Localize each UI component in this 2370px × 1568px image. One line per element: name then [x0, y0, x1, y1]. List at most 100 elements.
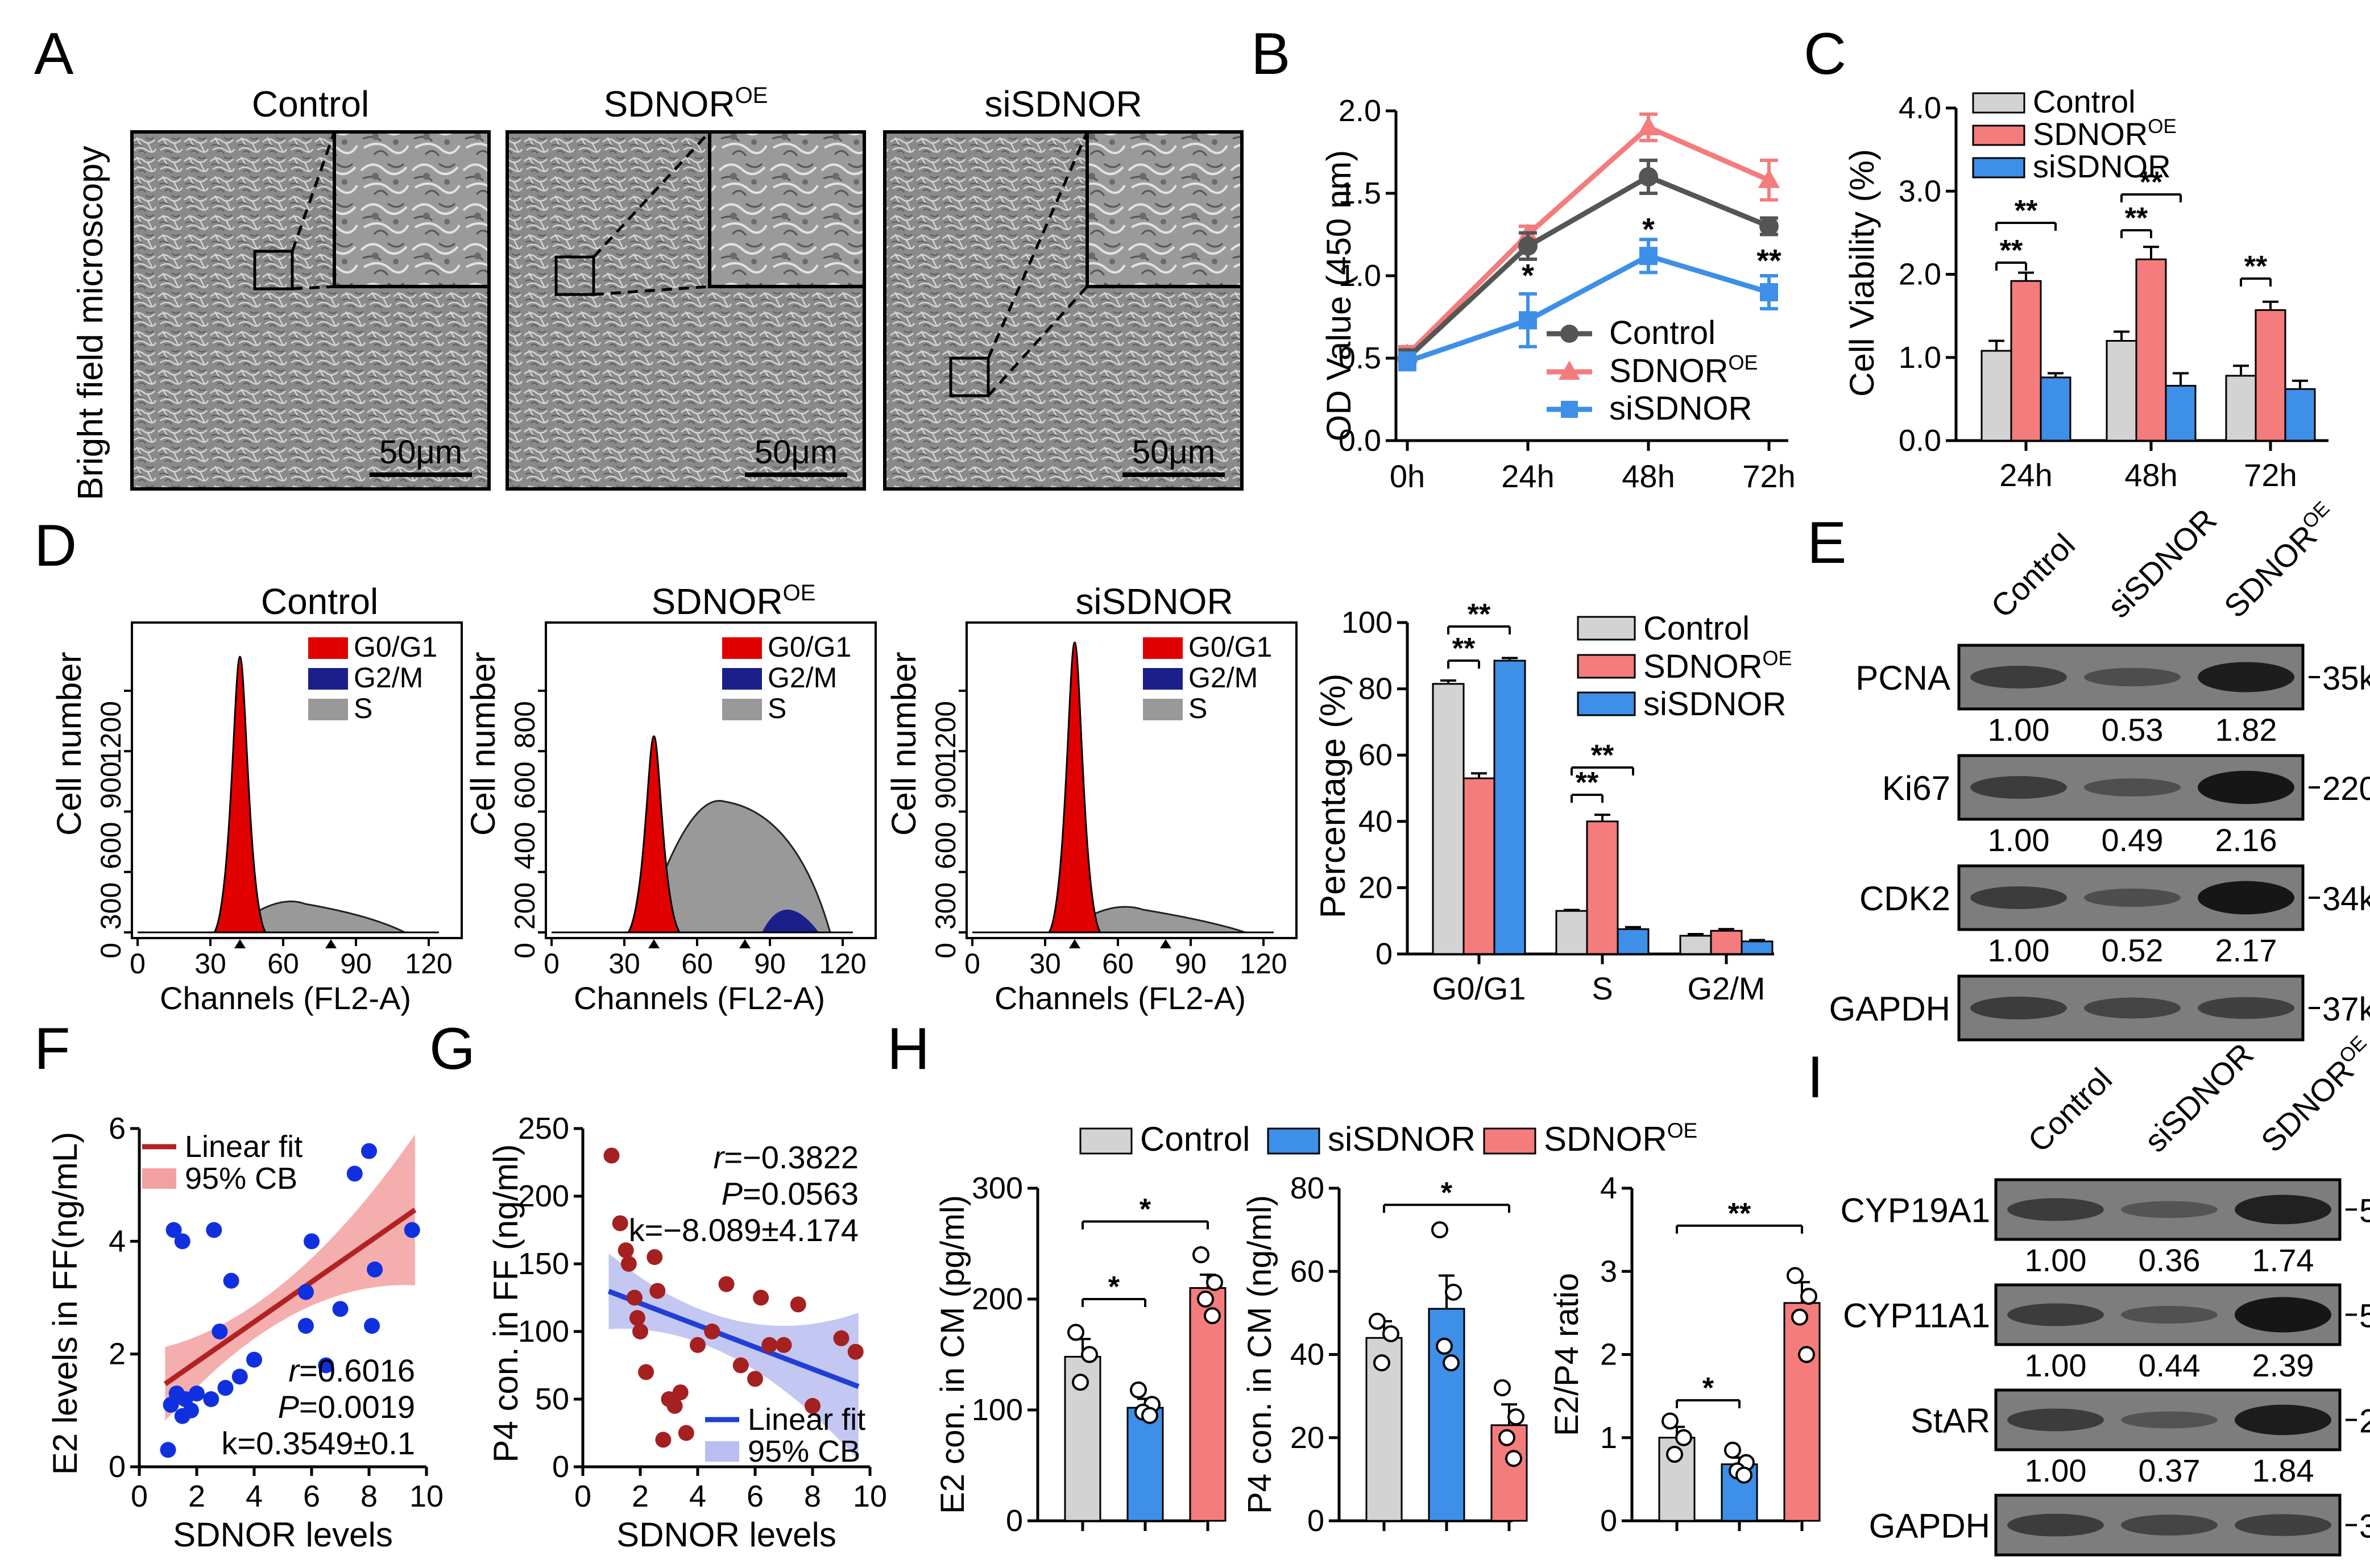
panelG-point — [626, 1289, 643, 1306]
panelI-quant-value: 1.00 — [2025, 1242, 2087, 1278]
panelF-point — [361, 1143, 377, 1159]
panelC-sig-label: ** — [2140, 166, 2163, 199]
panelG-point — [833, 1330, 850, 1346]
panelE-band — [1970, 886, 2067, 909]
panelH-point — [1505, 1450, 1522, 1467]
panelE-quant-value: 1.00 — [1988, 932, 2050, 968]
panelA-title: Control — [252, 84, 369, 125]
panelH-sig-label: * — [1441, 1176, 1453, 1209]
panelH-ylabel: P4 con. in CM (ng/ml) — [1241, 1195, 1278, 1514]
panelH-y-tick-label: 4 — [1600, 1171, 1617, 1205]
panelE-protein-label: PCNA — [1855, 659, 1950, 697]
panelG-xlabel: SDNOR levels — [616, 1516, 836, 1554]
panelB-star: * — [1642, 211, 1655, 247]
panelD-histo-title: siSDNOR — [1075, 581, 1233, 622]
panelA-title: SDNOROE — [604, 83, 768, 125]
panelF-ytick-label: 2 — [109, 1337, 126, 1371]
panelD-histo-marker — [1160, 939, 1171, 948]
panelI-band — [2235, 1194, 2331, 1225]
panelG-point — [649, 1283, 666, 1299]
panelH-point — [1197, 1291, 1214, 1308]
panelB-point — [1758, 168, 1780, 188]
panelG-point — [620, 1256, 637, 1272]
panelD-histo-legend-label: G2/M — [354, 662, 423, 694]
micrograph-inset — [1085, 130, 1244, 288]
panelC-bar — [2010, 280, 2042, 442]
panelE-quant-value: 2.16 — [2215, 822, 2277, 858]
panelH-y-tick-label: 100 — [972, 1393, 1023, 1427]
panelH-y-tick-label: 1 — [1600, 1421, 1617, 1455]
panelE-band — [2084, 667, 2181, 687]
panelD-histo-ytick-label: 300 — [95, 882, 127, 930]
panelC-sig-label: ** — [2125, 202, 2148, 235]
panelD-histo-xtick-label: 60 — [681, 948, 713, 980]
panelE-size-label: 34kD — [2322, 881, 2370, 918]
panelD-bar — [1555, 910, 1588, 955]
panelI-quant-value: 0.37 — [2139, 1453, 2201, 1488]
panelD-histo-legend-label: S — [354, 692, 372, 724]
panelB-point — [1398, 352, 1416, 371]
panelI-quant-value: 1.74 — [2252, 1242, 2314, 1278]
panelG-ytick-label: 100 — [518, 1314, 569, 1349]
panelI-band — [2235, 1297, 2331, 1333]
panelG-point — [612, 1215, 628, 1231]
panelD-histo-xtick-label: 0 — [130, 948, 146, 980]
panelB-point — [1639, 247, 1658, 266]
panelD-histo-ylabel: Cell number — [464, 652, 502, 836]
panelF-xtick-label: 2 — [188, 1479, 205, 1513]
panelD-histo-marker — [648, 939, 660, 948]
panelD-bar — [1617, 928, 1650, 955]
panelC-x-label: 48h — [2124, 457, 2177, 493]
panelD-histo-xtick-label: 120 — [1240, 948, 1287, 980]
panelG-point — [704, 1324, 720, 1339]
panelE-quant-value: 1.00 — [1988, 712, 2050, 748]
panelD-histo-ytick-label: 800 — [509, 701, 541, 748]
panelH-ylabel: E2 con. in CM (pg/ml) — [934, 1195, 971, 1514]
panelA-title: siSDNOR — [984, 84, 1142, 125]
panelF-ytick-label: 4 — [109, 1224, 126, 1258]
panelC-x-label: 72h — [2244, 457, 2297, 493]
panelG-stat-r: r=−0.3822 — [714, 1139, 859, 1175]
panelH-bar — [1783, 1302, 1821, 1522]
panelG-point — [672, 1384, 689, 1401]
panelF-ylabel: E2 levels in FF(ng/mL) — [46, 1132, 84, 1475]
panelB-y-tick-label: 0.5 — [1339, 341, 1381, 375]
scale-label: 50μm — [1132, 434, 1215, 471]
panelH-legend-swatch — [1079, 1127, 1133, 1155]
panelB-point — [1639, 167, 1658, 186]
panelC-sig-label: ** — [2015, 194, 2038, 227]
panelH-legend-label: SDNOROE — [1544, 1119, 1697, 1158]
panelC-y-tick-label: 1.0 — [1899, 341, 1941, 375]
micrograph-inset — [708, 130, 866, 288]
panelD-histo-G0G1-area — [1047, 641, 1102, 934]
panelD-histo-ytick-label: 200 — [509, 882, 541, 930]
panelF-point — [332, 1301, 349, 1317]
panelE-band — [2084, 997, 2181, 1019]
panelG-point — [632, 1324, 648, 1339]
panelD-histo-legend-swatch — [1143, 668, 1183, 690]
scale-label: 50μm — [755, 434, 838, 471]
micrograph-inset — [333, 130, 491, 288]
panelG-legend-label: 95% CB — [748, 1434, 860, 1469]
panelI-quant-value: 1.00 — [2025, 1453, 2087, 1488]
panelD-histo-xlabel: Channels (FL2-A) — [160, 980, 411, 1016]
panelD-histo-xtick-label: 90 — [340, 948, 372, 980]
panel-letter: F — [34, 1016, 71, 1082]
panelG-point — [690, 1337, 706, 1353]
panelD-histo-ylabel: Cell number — [50, 652, 88, 836]
panelF-point — [297, 1284, 314, 1300]
panelD-bar-ylabel: Percentage (%) — [1314, 674, 1353, 919]
panelH-legend-label: Control — [1140, 1120, 1250, 1158]
panelC-legend-swatch — [1972, 157, 2025, 179]
panelD-bar-x-label: G0/G1 — [1432, 970, 1526, 1006]
panelE-band — [2084, 888, 2181, 907]
panelG-confidence-band — [608, 1253, 859, 1461]
panelH-y-tick-label: 2 — [1600, 1338, 1617, 1372]
panelI-protein-label: CYP19A1 — [1841, 1192, 1991, 1230]
panelH-point — [1443, 1354, 1460, 1372]
panelB-y-tick-label: 1.0 — [1339, 259, 1381, 293]
panelF-legend-label: 95% CB — [185, 1162, 297, 1196]
panelD-histo-legend-swatch — [722, 668, 762, 690]
panelC-y-tick-label: 2.0 — [1899, 258, 1941, 292]
